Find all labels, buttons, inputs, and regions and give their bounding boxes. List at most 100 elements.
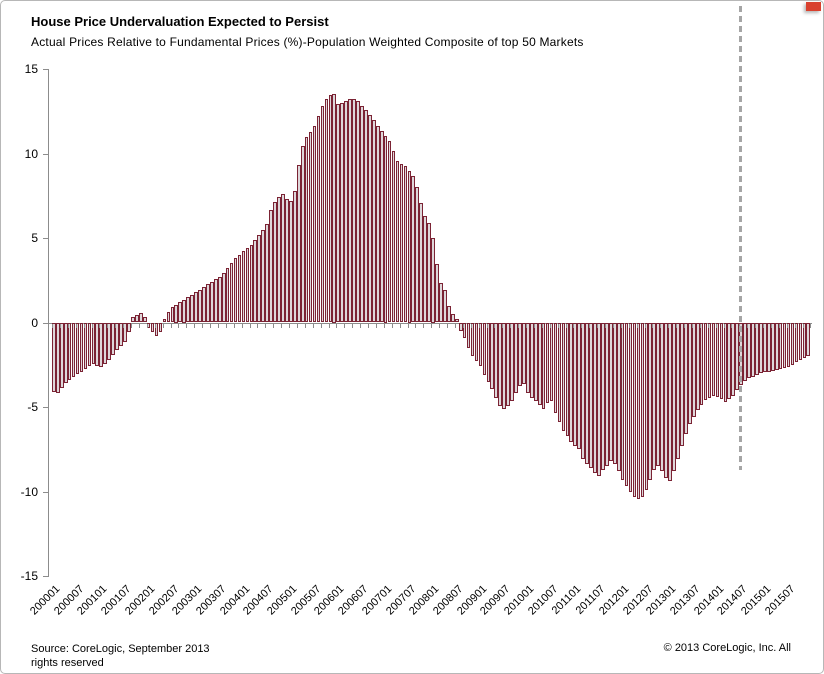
x-minor-tick: [502, 323, 504, 328]
bar-month-44: [225, 268, 230, 323]
bar-month-144: [620, 322, 625, 480]
x-minor-tick: [194, 323, 196, 328]
bar-month-155: [664, 322, 668, 478]
bar-month-82: [375, 125, 380, 323]
x-minor-tick: [265, 323, 267, 328]
x-minor-tick: [518, 323, 520, 328]
bar-month-27: [158, 322, 163, 332]
bar-month-106: [470, 322, 475, 357]
y-tick: [43, 69, 48, 70]
bar-month-167: [711, 322, 716, 396]
x-minor-tick: [668, 323, 670, 328]
bar-month-86: [391, 150, 396, 323]
x-minor-tick: [170, 323, 172, 328]
bar-month-9: [87, 322, 92, 366]
bar-month-154: [660, 322, 664, 472]
bar-month-182: [770, 322, 775, 371]
x-minor-tick: [91, 323, 93, 328]
x-minor-tick: [52, 323, 53, 328]
x-minor-tick: [257, 323, 259, 328]
bar-month-100: [447, 305, 451, 323]
y-tick: [43, 322, 48, 324]
bar-month-142: [612, 322, 617, 465]
bar-month-187: [790, 322, 795, 365]
x-minor-tick: [241, 323, 243, 328]
bar-month-180: [763, 322, 767, 373]
x-minor-tick: [115, 323, 117, 328]
y-tick-label: 0: [31, 315, 38, 330]
x-minor-tick: [462, 323, 464, 328]
bar-month-13: [103, 322, 108, 364]
bar-month-176: [747, 322, 751, 379]
bar-month-73: [340, 102, 345, 323]
x-minor-tick: [423, 323, 425, 328]
bar-month-68: [320, 106, 325, 323]
bar-month-109: [482, 322, 487, 375]
bar-month-170: [723, 322, 728, 402]
bar-month-5: [71, 322, 76, 377]
bar-month-11: [95, 322, 100, 366]
bar-month-166: [707, 322, 712, 398]
bar-month-158: [676, 322, 680, 459]
x-minor-tick: [660, 323, 662, 328]
bar-month-143: [616, 322, 621, 472]
x-minor-tick: [565, 323, 567, 328]
bar-month-31: [174, 304, 179, 323]
source-line-2: rights reserved: [31, 657, 104, 669]
bar-month-67: [316, 116, 321, 323]
x-minor-tick: [589, 323, 591, 328]
x-minor-tick: [526, 323, 527, 328]
bar-month-152: [652, 322, 657, 470]
x-minor-tick: [407, 323, 409, 328]
bar-month-74: [344, 101, 348, 323]
x-minor-tick: [162, 323, 164, 328]
bar-month-87: [395, 161, 400, 323]
bar-month-46: [233, 258, 238, 323]
bar-month-156: [668, 322, 672, 481]
bar-month-112: [494, 322, 499, 398]
x-minor-tick: [715, 323, 717, 328]
bar-month-130: [565, 322, 570, 436]
bar-month-153: [656, 322, 661, 467]
x-minor-tick: [794, 323, 796, 328]
bar-month-135: [585, 322, 589, 465]
x-minor-tick: [636, 323, 638, 328]
bar-month-32: [178, 302, 183, 323]
bar-month-190: [802, 322, 807, 358]
bar-month-131: [569, 322, 574, 442]
bar-month-84: [383, 135, 388, 323]
bar-month-94: [423, 216, 427, 323]
bar-month-39: [206, 284, 210, 323]
bar-month-129: [561, 322, 566, 431]
bar-month-147: [632, 322, 637, 497]
bar-month-7: [79, 322, 84, 372]
bar-month-188: [794, 322, 799, 363]
x-minor-tick: [470, 323, 472, 328]
bar-month-175: [743, 322, 747, 381]
bar-month-38: [202, 287, 206, 323]
bar-month-76: [352, 98, 356, 323]
bar-month-41: [213, 279, 218, 323]
x-minor-tick: [178, 323, 180, 328]
x-minor-tick: [691, 323, 693, 328]
bar-month-12: [99, 322, 104, 368]
bar-month-89: [403, 166, 408, 323]
x-minor-tick: [676, 323, 678, 328]
x-minor-tick: [707, 323, 709, 328]
bar-month-96: [431, 238, 435, 323]
x-minor-tick: [699, 323, 701, 328]
bar-month-107: [474, 322, 479, 362]
bar-month-15: [111, 322, 115, 356]
x-minor-tick: [763, 323, 764, 328]
window-corner-red-fragment[interactable]: [806, 2, 821, 11]
bar-month-102: [454, 319, 459, 323]
x-minor-tick: [684, 323, 685, 328]
chart-subtitle: Actual Prices Relative to Fundamental Pr…: [31, 35, 584, 49]
x-minor-tick: [510, 323, 512, 328]
bar-month-61: [292, 190, 297, 323]
x-minor-tick: [778, 323, 780, 328]
bar-month-65: [308, 132, 313, 323]
bar-month-93: [419, 202, 424, 323]
